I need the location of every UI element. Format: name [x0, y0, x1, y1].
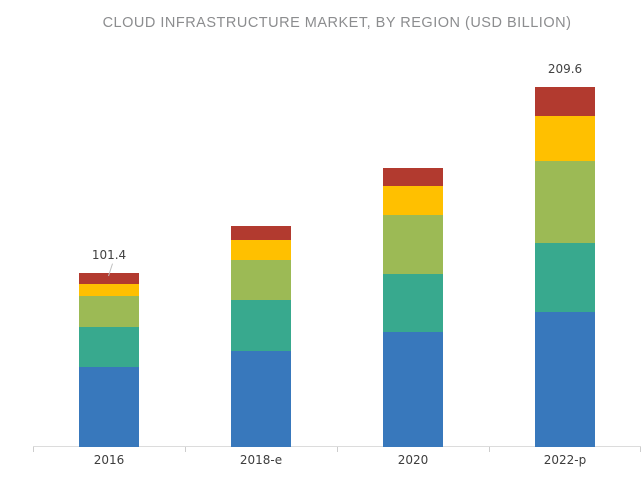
value-label-2016: 101.4: [91, 247, 127, 262]
segment-series-5-red-2016: [79, 272, 139, 285]
bar-2022-p: [535, 87, 595, 447]
segment-series-1-blue-2020: [383, 332, 443, 447]
segment-series-1-blue-2016: [79, 367, 139, 447]
x-axis-label-2018-e: 2018-e: [239, 453, 283, 467]
segment-series-1-blue-2022-p: [535, 312, 595, 447]
x-axis-tick: [185, 447, 186, 452]
segment-series-3-green-2020: [383, 215, 443, 274]
segment-series-2-teal-2020: [383, 273, 443, 333]
segment-series-5-red-2018-e: [231, 226, 291, 241]
segment-series-1-blue-2018-e: [231, 351, 291, 447]
segment-series-4-yellow-2020: [383, 186, 443, 216]
chart-title: CLOUD INFRASTRUCTURE MARKET, BY REGION (…: [102, 15, 572, 31]
segment-series-2-teal-2018-e: [231, 299, 291, 352]
bar-2016: [79, 272, 139, 447]
bar-2018-e: [231, 226, 291, 447]
x-axis-tick: [33, 447, 34, 452]
x-axis-label-2020: 2020: [397, 453, 429, 467]
segment-series-2-teal-2016: [79, 326, 139, 367]
segment-series-3-green-2018-e: [231, 259, 291, 300]
bar-2020: [383, 167, 443, 447]
x-axis-label-2016: 2016: [93, 453, 125, 467]
segment-series-5-red-2020: [383, 167, 443, 187]
x-axis-tick: [337, 447, 338, 452]
segment-series-4-yellow-2018-e: [231, 240, 291, 260]
x-axis-label-2022-p: 2022-p: [543, 453, 587, 467]
x-axis-line: [33, 446, 641, 447]
segment-series-3-green-2016: [79, 296, 139, 327]
x-axis-tick: [489, 447, 490, 452]
segment-series-2-teal-2022-p: [535, 243, 595, 312]
segment-series-5-red-2022-p: [535, 87, 595, 117]
segment-series-3-green-2022-p: [535, 161, 595, 243]
value-label-2022-p: 209.6: [547, 62, 583, 76]
segment-series-4-yellow-2016: [79, 284, 139, 297]
segment-series-4-yellow-2022-p: [535, 116, 595, 162]
